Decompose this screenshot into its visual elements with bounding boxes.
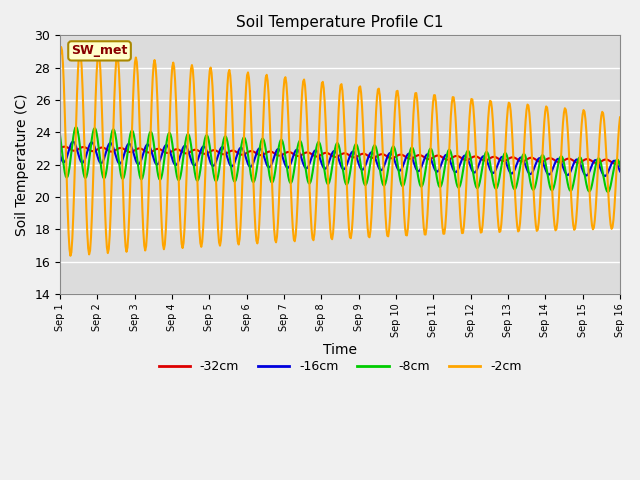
Title: Soil Temperature Profile C1: Soil Temperature Profile C1 bbox=[236, 15, 444, 30]
Text: SW_met: SW_met bbox=[71, 44, 128, 58]
Y-axis label: Soil Temperature (C): Soil Temperature (C) bbox=[15, 94, 29, 236]
Legend: -32cm, -16cm, -8cm, -2cm: -32cm, -16cm, -8cm, -2cm bbox=[154, 355, 527, 378]
X-axis label: Time: Time bbox=[323, 343, 357, 357]
